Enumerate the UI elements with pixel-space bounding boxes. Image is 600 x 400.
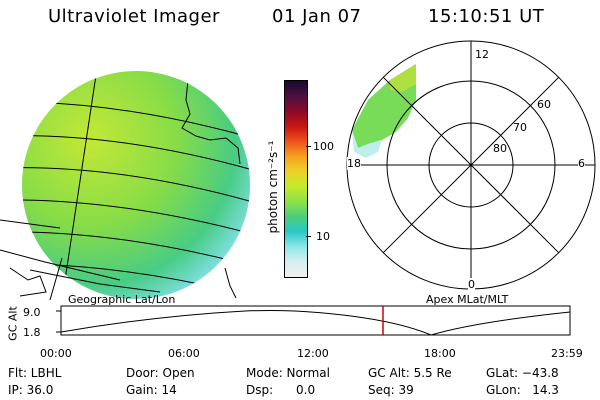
colorbar-tick-label: 100 bbox=[313, 140, 334, 153]
image-time: 15:10:51 UT bbox=[428, 6, 545, 27]
status-seq: Seq: 39 bbox=[368, 383, 414, 397]
instrument-title: Ultraviolet Imager bbox=[48, 6, 220, 27]
colorbar-tick bbox=[306, 146, 311, 147]
colorbar bbox=[284, 80, 308, 278]
status-gain: Gain: 14 bbox=[126, 383, 177, 397]
geographic-caption: Geographic Lat/Lon bbox=[68, 293, 176, 306]
mlt-label-18: 18 bbox=[347, 157, 361, 170]
altitude-timeline bbox=[56, 305, 571, 336]
coastline bbox=[224, 267, 237, 299]
colorbar-tick bbox=[306, 236, 311, 237]
status-glat: GLat: −43.8 bbox=[486, 366, 559, 380]
timeline-y-tick: 9.0 bbox=[23, 306, 41, 319]
polar-plot bbox=[346, 40, 596, 290]
colorbar-tick-label: 10 bbox=[316, 230, 330, 243]
colorbar-unit-label: photon cm⁻²s⁻¹ bbox=[266, 140, 280, 234]
latitude-line bbox=[22, 199, 250, 237]
timeline-x-tick: 00:00 bbox=[40, 347, 72, 360]
coastline bbox=[9, 267, 47, 297]
aurora-core bbox=[390, 64, 416, 92]
status-dsp: Dsp: 0.0 bbox=[246, 383, 316, 397]
mlt-label-12: 12 bbox=[475, 48, 489, 61]
status-mode: Mode: Normal bbox=[246, 366, 330, 380]
timeline-y-label: GC Alt bbox=[6, 306, 20, 341]
earth-disk bbox=[22, 71, 250, 299]
mlat-label-70: 70 bbox=[513, 121, 527, 134]
image-date: 01 Jan 07 bbox=[272, 6, 362, 27]
latitude-line bbox=[29, 269, 161, 293]
status-gc-alt: GC Alt: 5.5 Re bbox=[368, 366, 452, 380]
status-door: Door: Open bbox=[126, 366, 195, 380]
altitude-curve bbox=[60, 310, 571, 336]
mlat-label-80: 80 bbox=[493, 142, 507, 155]
timeline-x-tick: 06:00 bbox=[168, 347, 200, 360]
timeline-frame bbox=[60, 305, 571, 336]
longitude-line bbox=[49, 257, 63, 300]
latitude-line bbox=[0, 249, 121, 281]
timeline-x-tick: 18:00 bbox=[424, 347, 456, 360]
latitude-line bbox=[22, 167, 250, 205]
mlt-axis-diagonal bbox=[382, 76, 560, 254]
status-ip: IP: 36.0 bbox=[8, 383, 54, 397]
status-filter: Flt: LBHL bbox=[8, 366, 62, 380]
timeline-y-tick: 1.8 bbox=[23, 326, 41, 339]
longitude-line bbox=[61, 71, 99, 299]
status-glon: GLon: 14.3 bbox=[486, 383, 559, 397]
latitude-line bbox=[0, 219, 61, 229]
timeline-x-tick: 12:00 bbox=[297, 347, 329, 360]
timeline-x-tick: 23:59 bbox=[551, 347, 583, 360]
coastline bbox=[181, 79, 241, 165]
mlat-label-60: 60 bbox=[537, 98, 551, 111]
mlt-label-0: 0 bbox=[468, 278, 475, 291]
apex-caption: Apex MLat/MLT bbox=[426, 293, 509, 306]
geographic-image bbox=[0, 71, 250, 300]
aurora-fringe bbox=[352, 130, 382, 158]
mlt-label-6: 6 bbox=[578, 157, 585, 170]
